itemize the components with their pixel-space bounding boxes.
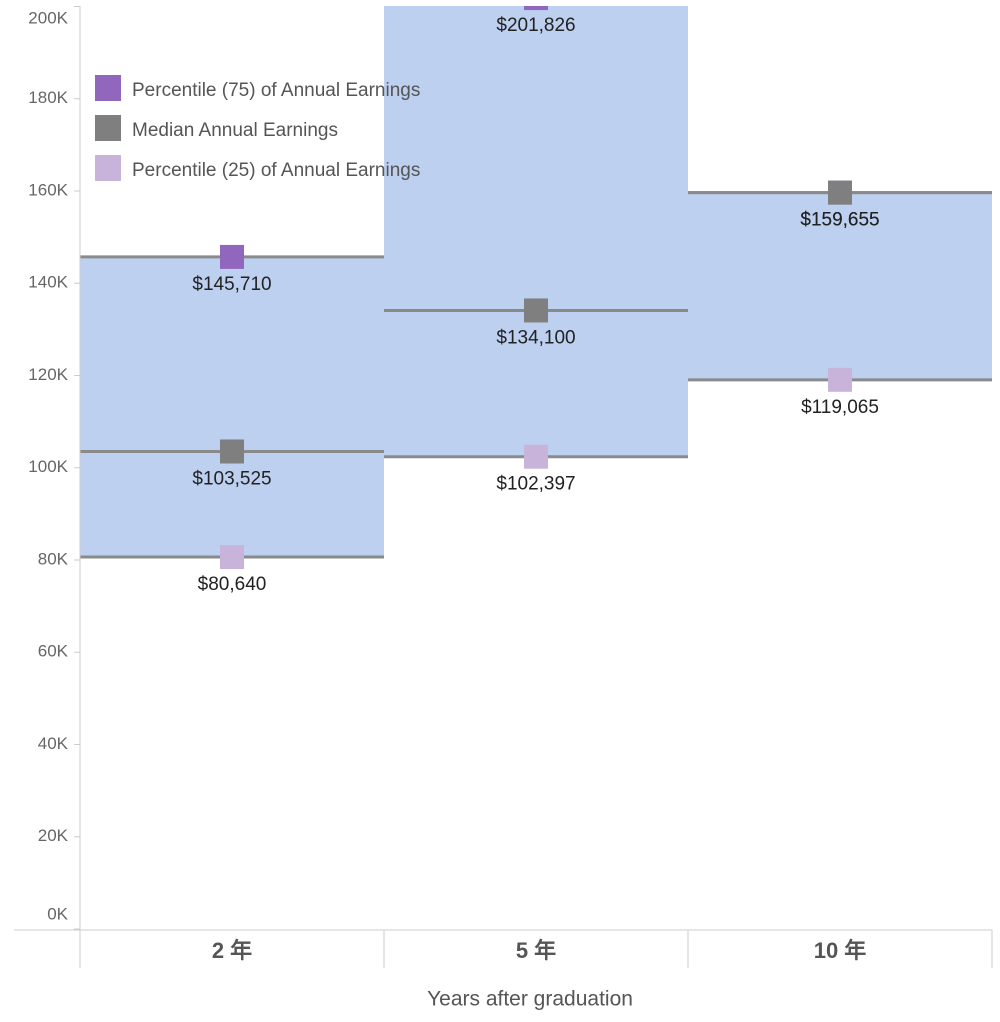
- x-tick-label: 10 年: [814, 938, 867, 963]
- y-tick-label: 200K: [28, 8, 68, 27]
- legend-swatch: [95, 115, 121, 141]
- y-tick-label: 120K: [28, 365, 68, 384]
- y-tick-label: 0K: [47, 904, 68, 923]
- point: [524, 444, 548, 469]
- y-tick-label: 180K: [28, 88, 68, 107]
- y-tick-label: 60K: [38, 642, 69, 661]
- y-tick-label: 160K: [28, 180, 68, 199]
- value-label: $80,640: [198, 574, 267, 595]
- point: [828, 180, 852, 205]
- y-tick-label: 80K: [38, 549, 69, 568]
- point: [220, 244, 244, 269]
- y-tick-label: 20K: [38, 826, 69, 845]
- point: [524, 298, 548, 323]
- x-axis-title: Years after graduation: [427, 988, 633, 1011]
- marks: [80, 6, 992, 570]
- value-label: $134,100: [496, 327, 575, 348]
- y-tick-label: 40K: [38, 734, 69, 753]
- value-label: $159,655: [800, 210, 879, 231]
- point: [220, 545, 244, 570]
- point: [828, 367, 852, 392]
- point: [524, 6, 548, 11]
- plot-area: [80, 6, 992, 558]
- y-tick-label: 100K: [28, 457, 68, 476]
- value-label: $119,065: [801, 397, 879, 418]
- range-band: [688, 192, 992, 380]
- point: [220, 439, 244, 464]
- x-tick-label: 5 年: [516, 938, 556, 963]
- legend-label: Percentile (75) of Annual Earnings: [132, 80, 420, 101]
- value-label: $201,826: [496, 15, 575, 36]
- legend-swatch: [95, 155, 121, 181]
- legend-label: Median Annual Earnings: [132, 120, 338, 141]
- value-label: $145,710: [192, 274, 271, 295]
- x-tick-label: 2 年: [212, 938, 252, 963]
- value-label: $103,525: [192, 469, 271, 490]
- range-band: [384, 6, 688, 457]
- range-band: [80, 256, 384, 558]
- value-label: $159,655: [800, 210, 879, 231]
- value-label: $102,397: [496, 474, 575, 495]
- legend-swatch: [95, 75, 121, 101]
- y-tick-label: 140K: [28, 273, 68, 292]
- legend-label: Percentile (25) of Annual Earnings: [132, 160, 420, 181]
